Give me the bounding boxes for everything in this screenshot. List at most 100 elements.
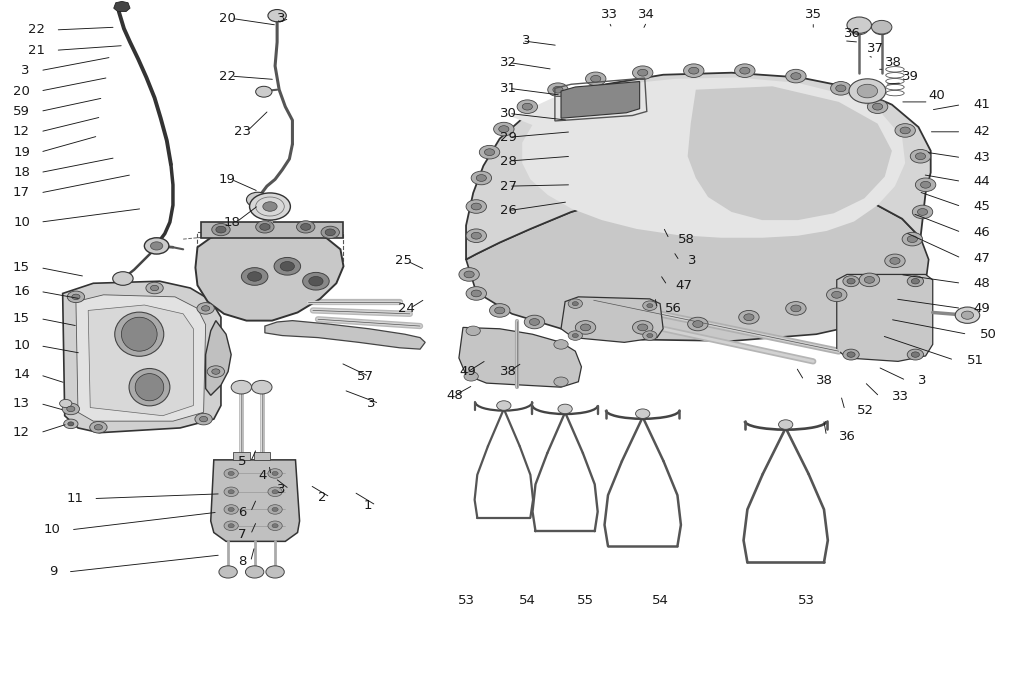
Circle shape [224, 505, 239, 514]
Text: 29: 29 [501, 131, 517, 144]
Circle shape [228, 507, 234, 512]
Circle shape [558, 404, 572, 414]
Circle shape [325, 229, 335, 236]
Circle shape [693, 321, 702, 327]
Circle shape [252, 381, 272, 394]
Circle shape [591, 76, 601, 83]
Text: 3: 3 [522, 34, 530, 47]
Circle shape [836, 85, 846, 91]
Text: 39: 39 [902, 70, 919, 83]
Circle shape [301, 224, 311, 231]
Text: 10: 10 [13, 216, 30, 228]
Polygon shape [211, 460, 300, 542]
Polygon shape [512, 78, 905, 238]
Text: 47: 47 [974, 252, 990, 265]
Text: 2: 2 [318, 491, 327, 504]
Circle shape [272, 507, 279, 512]
Circle shape [738, 310, 759, 324]
Text: 35: 35 [805, 8, 822, 21]
Text: 13: 13 [13, 397, 30, 410]
Text: 33: 33 [600, 8, 617, 21]
Circle shape [778, 420, 793, 429]
Circle shape [466, 229, 486, 243]
Text: 53: 53 [458, 594, 474, 607]
Text: 27: 27 [500, 179, 517, 192]
Circle shape [864, 276, 874, 283]
Circle shape [151, 285, 159, 291]
Circle shape [529, 318, 540, 325]
Circle shape [464, 271, 474, 278]
Text: 53: 53 [798, 594, 815, 607]
Circle shape [459, 267, 479, 281]
Circle shape [489, 303, 510, 317]
Circle shape [826, 288, 847, 301]
Text: 12: 12 [13, 426, 30, 439]
Circle shape [554, 340, 568, 349]
Text: 22: 22 [219, 70, 236, 83]
Polygon shape [265, 321, 425, 349]
Circle shape [466, 200, 486, 213]
Polygon shape [466, 73, 931, 259]
Circle shape [476, 175, 486, 181]
Text: 3: 3 [367, 397, 376, 410]
Text: 5: 5 [239, 456, 247, 469]
Polygon shape [114, 1, 130, 12]
Circle shape [151, 242, 163, 250]
Circle shape [739, 68, 750, 74]
Circle shape [224, 469, 239, 478]
Circle shape [309, 276, 324, 286]
Polygon shape [201, 222, 343, 238]
Circle shape [847, 352, 855, 357]
Circle shape [260, 224, 270, 231]
Circle shape [68, 291, 85, 303]
Text: 3: 3 [919, 374, 927, 387]
Circle shape [62, 403, 80, 415]
Circle shape [902, 233, 923, 246]
Circle shape [246, 566, 264, 578]
Circle shape [248, 271, 262, 281]
Polygon shape [196, 229, 343, 321]
Circle shape [548, 83, 568, 96]
Circle shape [553, 87, 563, 93]
Text: 54: 54 [519, 594, 536, 607]
Text: 3: 3 [22, 64, 30, 77]
Ellipse shape [115, 312, 164, 356]
Text: 20: 20 [13, 85, 30, 98]
Polygon shape [62, 281, 221, 432]
Circle shape [955, 307, 980, 323]
Text: 19: 19 [219, 173, 236, 186]
Circle shape [256, 221, 274, 233]
Circle shape [912, 205, 933, 219]
Text: 12: 12 [13, 125, 30, 138]
Text: 57: 57 [356, 370, 374, 383]
Text: 56: 56 [666, 302, 682, 315]
Circle shape [554, 377, 568, 387]
Text: 7: 7 [239, 528, 247, 541]
Circle shape [791, 305, 801, 312]
Text: 30: 30 [501, 107, 517, 120]
Circle shape [636, 409, 650, 419]
Circle shape [743, 314, 754, 321]
Circle shape [572, 301, 579, 306]
Circle shape [72, 294, 80, 299]
Circle shape [643, 331, 657, 340]
Circle shape [263, 202, 278, 211]
Circle shape [207, 366, 224, 377]
Circle shape [857, 85, 878, 98]
Polygon shape [206, 321, 231, 396]
Text: 9: 9 [49, 565, 57, 578]
Circle shape [464, 372, 478, 381]
Circle shape [466, 326, 480, 336]
Text: 20: 20 [219, 12, 236, 25]
Text: 55: 55 [578, 594, 594, 607]
Circle shape [581, 324, 591, 331]
Circle shape [471, 290, 481, 297]
Circle shape [918, 209, 928, 216]
Text: 10: 10 [13, 339, 30, 353]
Circle shape [522, 103, 532, 110]
Circle shape [274, 258, 301, 275]
Circle shape [466, 286, 486, 300]
Ellipse shape [135, 374, 164, 401]
Circle shape [268, 505, 283, 514]
Polygon shape [561, 82, 640, 118]
